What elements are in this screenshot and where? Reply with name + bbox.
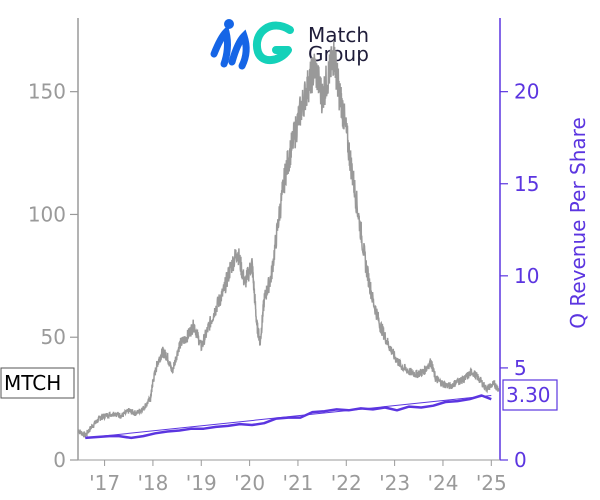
match-group-logo: Match Group: [210, 19, 369, 70]
left-tick-label: 100: [28, 202, 66, 226]
ticker-label: MTCH: [0, 367, 75, 399]
right-tick-label: 20: [514, 80, 539, 104]
right-tick-label: 15: [514, 172, 539, 196]
x-tick-label: '25: [476, 471, 507, 495]
logo-text-line1: Match: [308, 23, 369, 47]
x-tick-label: '24: [427, 471, 458, 495]
x-tick-label: '19: [186, 471, 217, 495]
right-tick-label: 5: [514, 356, 527, 380]
x-tick-label: '18: [137, 471, 168, 495]
x-tick-label: '17: [89, 471, 120, 495]
x-axis-ticks: '17 '18 '19 '20 '21 '22 '23 '24 '25: [89, 460, 507, 495]
last-value-label: 3.30: [502, 379, 558, 411]
right-axis-title: Q Revenue Per Share: [566, 117, 590, 329]
logo-text-line2: Group: [308, 42, 369, 66]
left-tick-label: 0: [53, 448, 66, 472]
last-value-box: [502, 379, 558, 411]
revenue-series-line: [85, 394, 492, 440]
left-tick-label: 150: [28, 80, 66, 104]
x-tick-label: '21: [282, 471, 313, 495]
x-tick-label: '23: [379, 471, 410, 495]
right-axis-ticks: 0 5 10 15 20: [500, 80, 539, 472]
x-tick-label: '22: [331, 471, 362, 495]
price-series-line: [77, 40, 500, 438]
ticker-label-text: MTCH: [4, 371, 61, 395]
last-value-text: 3.30: [506, 383, 551, 407]
left-tick-label: 50: [41, 325, 66, 349]
ticker-label-box: [0, 367, 75, 399]
right-tick-label: 0: [514, 448, 527, 472]
right-tick-label: 10: [514, 264, 539, 288]
series-layer: [77, 40, 500, 440]
logo-mark-icon: [210, 19, 294, 70]
left-axis-ticks: 0 50 100 150: [28, 80, 78, 472]
x-tick-label: '20: [234, 471, 265, 495]
